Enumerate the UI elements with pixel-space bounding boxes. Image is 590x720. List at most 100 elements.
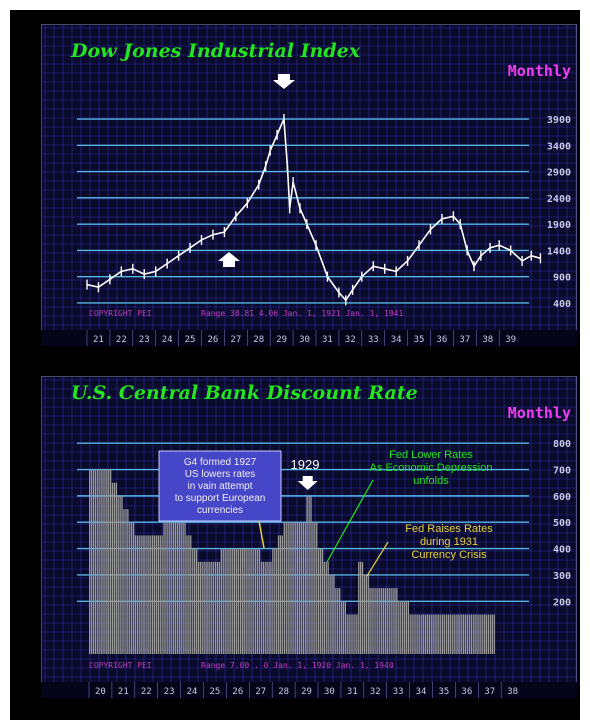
rate-bar (344, 601, 346, 654)
x-tick-label: 23 (139, 335, 150, 345)
rate-bar (203, 561, 205, 654)
rate-bar (308, 495, 310, 654)
rate-bar (316, 522, 318, 654)
rate-bar (184, 522, 186, 654)
x-tick-label: 33 (393, 687, 404, 697)
rate-bar (325, 561, 327, 654)
note-box (158, 450, 282, 522)
rate-bar (318, 548, 320, 654)
rate-bar (258, 548, 261, 654)
rate-bar (264, 561, 266, 654)
rate-bar (335, 588, 337, 654)
rate-bar (468, 614, 471, 654)
rate-bar (413, 614, 415, 654)
x-tick-label: 25 (210, 687, 221, 697)
rate-bar (487, 614, 490, 654)
year-label: 1929 (291, 457, 320, 472)
rate-bar (94, 469, 96, 654)
x-tick-label: 24 (162, 335, 173, 345)
copyright-text: COPYRIGHT PEI (89, 309, 152, 318)
rate-bar (226, 548, 228, 654)
rate-bar (277, 535, 280, 654)
rate-bar (132, 522, 135, 654)
x-tick-label: 37 (459, 335, 470, 345)
rate-bar (235, 548, 238, 654)
rate-bar (272, 548, 274, 654)
rate-bar (161, 535, 163, 654)
rate-bar (186, 535, 188, 654)
rate-bar (319, 548, 322, 654)
y-tick-label: 300 (553, 571, 571, 582)
rate-bar (142, 535, 144, 654)
rate-bar (253, 548, 255, 654)
y-tick-label: 3400 (547, 141, 571, 152)
x-tick-label: 29 (276, 335, 287, 345)
rate-bar (356, 614, 358, 654)
rate-bar (274, 548, 276, 654)
y-tick-label: 700 (553, 466, 571, 477)
fed-lower-note: Fed Lower Rates (389, 449, 473, 461)
rate-bar (153, 535, 156, 654)
rate-bar (125, 509, 127, 654)
rate-bar (171, 522, 173, 654)
rate-bar (119, 495, 121, 654)
price-line (86, 118, 541, 302)
rate-bar (247, 548, 249, 654)
range-text: Range 7.00 . 0 Jan. 1, 1920 Jan. 1, 1940 (201, 661, 394, 670)
rate-bar (474, 614, 476, 654)
note-box-text: G4 formed 1927 (184, 457, 257, 468)
rate-bar (382, 588, 385, 654)
y-tick-label: 3900 (547, 115, 571, 126)
rate-bar (192, 548, 194, 654)
rate-bar (415, 614, 417, 654)
x-tick-label: 23 (164, 687, 175, 697)
rate-bar (178, 522, 180, 654)
rate-bar (111, 482, 114, 654)
rate-bar (463, 614, 465, 654)
rate-bar (205, 561, 207, 654)
rate-bar (493, 614, 495, 654)
y-tick-label: 500 (553, 518, 571, 529)
rate-bar (333, 574, 335, 654)
rate-bar (403, 601, 406, 654)
rate-bar (350, 614, 352, 654)
x-tick-label: 35 (439, 687, 450, 697)
y-tick-label: 2900 (547, 168, 571, 179)
rate-bar (337, 588, 339, 654)
x-tick-label: 37 (484, 687, 495, 697)
rate-bar (165, 522, 167, 654)
rate-bar (297, 522, 299, 654)
rate-bar (136, 535, 138, 654)
arrow-up-icon (217, 252, 240, 267)
note-box-text: in vain attempt (187, 481, 252, 492)
rate-bar (381, 588, 383, 654)
rate-bar (169, 522, 171, 654)
panel-background (41, 24, 577, 346)
x-tick-label: 29 (301, 687, 312, 697)
y-tick-label: 900 (553, 273, 571, 284)
x-tick-label: 34 (391, 335, 402, 345)
rate-bar (434, 614, 436, 654)
x-tick-label: 35 (414, 335, 425, 345)
x-tick-label: 28 (278, 687, 289, 697)
x-tick-label: 30 (299, 335, 310, 345)
y-tick-label: 600 (553, 492, 571, 503)
y-tick-label: 1900 (547, 220, 571, 231)
fed-raise-pointer (366, 541, 389, 577)
rate-bar (440, 614, 442, 654)
fed-raise-note: during 1931 (420, 536, 478, 548)
rate-bar (449, 614, 451, 654)
rate-bar (89, 469, 91, 654)
rate-bar (174, 522, 177, 654)
chart-subtitle: Monthly (508, 404, 571, 422)
rate-bar (150, 535, 152, 654)
rate-bar (144, 535, 146, 654)
y-tick-label: 800 (553, 439, 571, 450)
x-tick-label: 34 (416, 687, 427, 697)
rate-bar (419, 614, 421, 654)
rate-bar (411, 614, 413, 654)
x-tick-label: 24 (187, 687, 198, 697)
rate-bar (461, 614, 463, 654)
rate-bar (339, 588, 341, 654)
rate-bar (96, 469, 98, 654)
